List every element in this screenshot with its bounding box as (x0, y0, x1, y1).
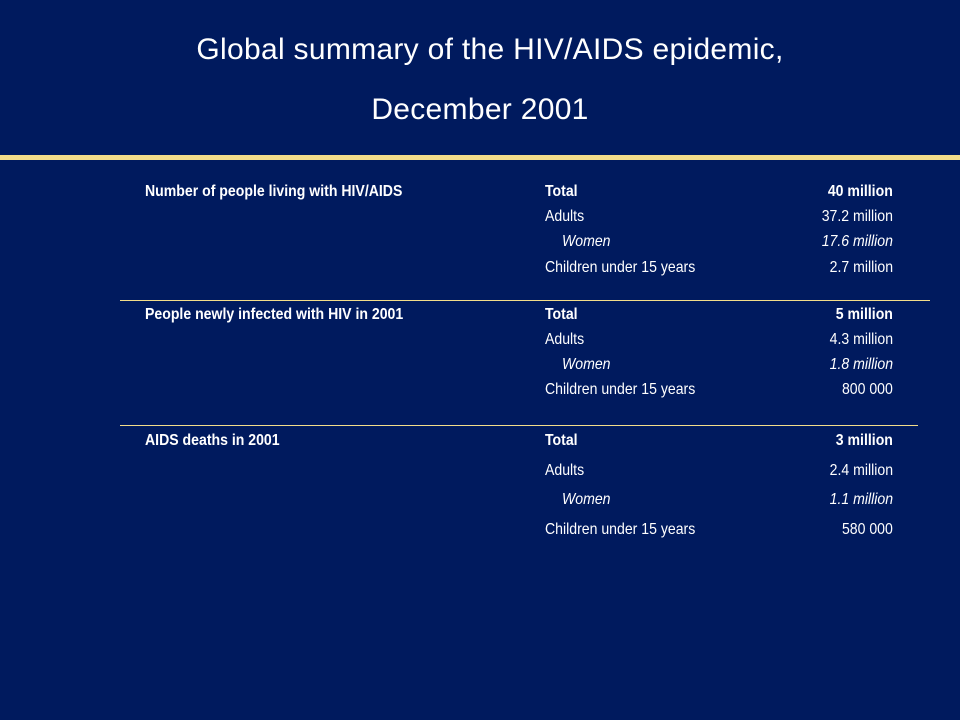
row-label: Total (545, 432, 578, 449)
section-deaths-children-row: Children under 15 years 580 000 (0, 521, 960, 543)
row-value: 1.1 million (829, 491, 893, 508)
slide-title-line-1: Global summary of the HIV/AIDS epidemic, (196, 33, 784, 66)
section-new-adults-row: Adults 4.3 million (0, 331, 960, 353)
section-heading: People newly infected with HIV in 2001 (145, 306, 404, 323)
row-value: 40 million (828, 183, 893, 200)
title-divider (0, 155, 960, 160)
row-label: Children under 15 years (545, 521, 696, 538)
row-label: Total (545, 183, 578, 200)
row-value: 17.6 million (821, 233, 893, 250)
row-label: Women (562, 491, 611, 508)
row-value: 37.2 million (821, 208, 893, 225)
row-value: 2.4 million (829, 462, 893, 479)
row-label: Women (562, 233, 611, 250)
section-deaths-total-row: AIDS deaths in 2001 Total 3 million (0, 432, 960, 454)
section-heading: AIDS deaths in 2001 (145, 432, 280, 449)
section-new-women-row: Women 1.8 million (0, 356, 960, 378)
section-deaths-adults-row: Adults 2.4 million (0, 462, 960, 484)
row-value: 800 000 (842, 381, 893, 398)
section-living-total-row: Number of people living with HIV/AIDS To… (0, 183, 960, 205)
section-divider (120, 300, 930, 301)
section-heading: Number of people living with HIV/AIDS (145, 183, 403, 200)
section-deaths-women-row: Women 1.1 million (0, 491, 960, 513)
section-living-children-row: Children under 15 years 2.7 million (0, 259, 960, 281)
row-label: Adults (545, 208, 585, 225)
row-value: 4.3 million (829, 331, 893, 348)
slide-title-line-2: December 2001 (371, 93, 589, 126)
row-label: Adults (545, 331, 585, 348)
row-value: 3 million (835, 432, 893, 449)
section-new-total-row: People newly infected with HIV in 2001 T… (0, 306, 960, 328)
section-living-women-row: Women 17.6 million (0, 233, 960, 255)
row-label: Total (545, 306, 578, 323)
section-new-children-row: Children under 15 years 800 000 (0, 381, 960, 403)
row-label: Women (562, 356, 611, 373)
row-value: 580 000 (842, 521, 893, 538)
row-value: 1.8 million (829, 356, 893, 373)
row-label: Adults (545, 462, 585, 479)
row-label: Children under 15 years (545, 381, 696, 398)
row-value: 2.7 million (829, 259, 893, 276)
row-value: 5 million (835, 306, 893, 323)
row-label: Children under 15 years (545, 259, 696, 276)
section-divider (120, 425, 918, 426)
section-living-adults-row: Adults 37.2 million (0, 208, 960, 230)
